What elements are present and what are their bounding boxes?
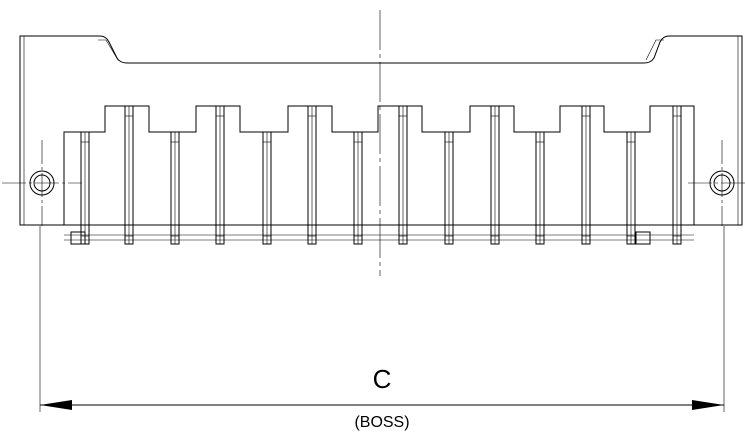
terminal-blades [80, 105, 682, 245]
dimension-label-c: C [372, 364, 392, 394]
body-inner-edge [23, 36, 739, 225]
connector-body-outline [19, 35, 743, 226]
right-latch [635, 231, 651, 245]
dimension-note-boss: (BOSS) [354, 414, 410, 431]
left-latch [70, 231, 86, 245]
cavity-outline [63, 105, 695, 225]
left-arrowhead [40, 400, 72, 410]
right-arrowhead [692, 400, 724, 410]
